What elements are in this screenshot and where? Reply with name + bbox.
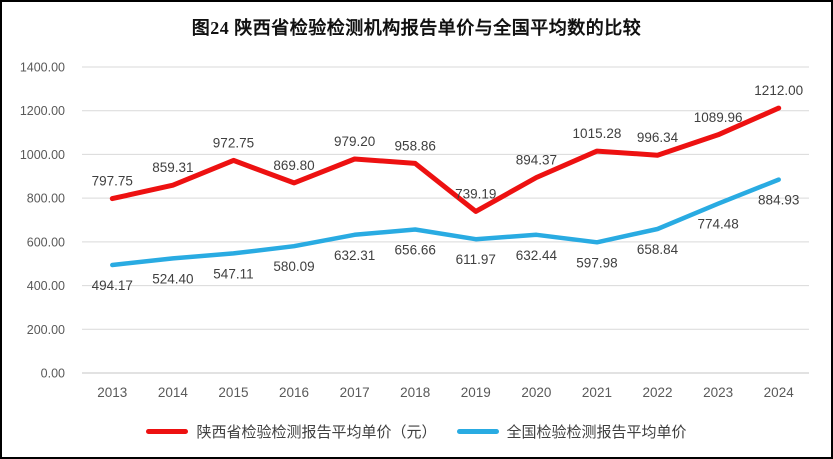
x-axis-tick-label: 2013 <box>97 385 127 400</box>
x-axis-tick-label: 2023 <box>703 385 733 400</box>
data-label: 524.40 <box>152 271 193 286</box>
x-axis-tick-label: 2019 <box>461 385 491 400</box>
data-label: 979.20 <box>334 134 375 149</box>
legend-label-national: 全国检验检测报告平均单价 <box>506 424 687 441</box>
y-axis-tick-label: 0.00 <box>41 367 65 381</box>
y-axis-tick-label: 1200.00 <box>20 104 65 118</box>
data-label: 547.11 <box>213 266 253 281</box>
data-label: 611.97 <box>456 252 496 267</box>
chart-title: 图24 陕西省检验检测机构报告单价与全国平均数的比较 <box>191 18 642 38</box>
y-axis-tick-label: 200.00 <box>27 323 65 337</box>
x-axis-tick-label: 2015 <box>218 385 248 400</box>
data-label: 1015.28 <box>573 126 622 141</box>
data-label: 632.31 <box>334 248 375 263</box>
series-line-1 <box>110 177 781 268</box>
chart-legend: 陕西省检验检测报告平均单价（元） 全国检验检测报告平均单价 <box>2 421 831 442</box>
data-label: 597.98 <box>576 255 617 270</box>
data-label: 658.84 <box>637 242 679 257</box>
x-axis-tick-label: 2022 <box>643 385 673 400</box>
legend-line-swatch-blue <box>456 429 499 434</box>
data-label: 1212.00 <box>754 83 803 98</box>
x-axis-tick-label: 2021 <box>582 385 612 400</box>
x-axis-tick-label: 2018 <box>400 385 430 400</box>
y-axis-tick-label: 800.00 <box>27 192 65 206</box>
data-label: 859.31 <box>152 160 193 175</box>
data-label: 580.09 <box>273 259 314 274</box>
series-line-0 <box>109 105 782 214</box>
y-axis-tick-label: 1000.00 <box>20 148 65 162</box>
legend-line-swatch-red <box>146 429 189 434</box>
legend-label-shaanxi: 陕西省检验检测报告平均单价（元） <box>196 424 437 441</box>
data-label: 996.34 <box>637 130 679 145</box>
y-axis-tick-label: 600.00 <box>27 235 65 249</box>
x-axis-tick-label: 2024 <box>764 385 795 400</box>
data-label: 656.66 <box>395 242 436 257</box>
data-label: 958.86 <box>395 138 436 153</box>
data-label: 894.37 <box>516 153 557 168</box>
legend-item-national: 全国检验检测报告平均单价 <box>456 421 687 442</box>
x-axis-tick-label: 2014 <box>158 385 189 400</box>
data-label: 494.17 <box>92 278 133 293</box>
data-label: 869.80 <box>273 158 314 173</box>
x-axis-tick-label: 2017 <box>340 385 370 400</box>
x-axis-tick-label: 2020 <box>521 385 551 400</box>
data-label: 739.19 <box>455 186 496 201</box>
data-label: 884.93 <box>758 193 799 208</box>
x-axis-tick-label: 2016 <box>279 385 309 400</box>
data-label: 972.75 <box>213 135 254 150</box>
data-label: 1089.96 <box>694 110 743 125</box>
y-axis-tick-label: 1400.00 <box>20 61 65 75</box>
data-label: 797.75 <box>92 174 133 189</box>
data-label: 774.48 <box>697 217 738 232</box>
data-label: 632.44 <box>516 248 558 263</box>
legend-item-shaanxi: 陕西省检验检测报告平均单价（元） <box>146 421 437 442</box>
y-axis-tick-label: 400.00 <box>27 279 65 293</box>
